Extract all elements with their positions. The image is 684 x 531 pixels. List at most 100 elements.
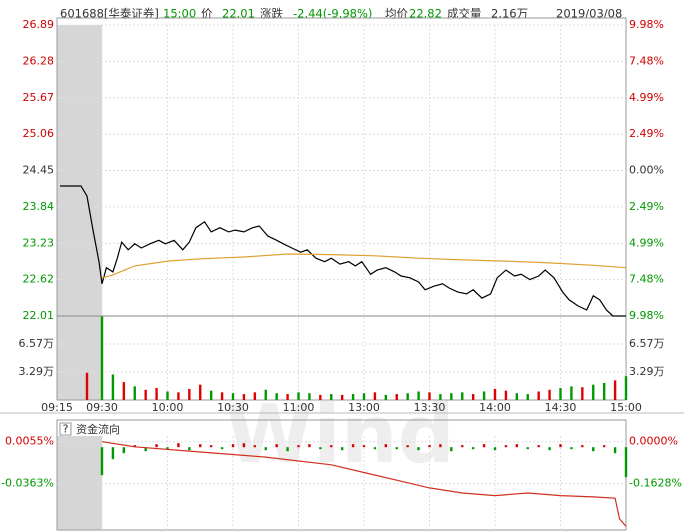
volume-bar — [330, 394, 333, 400]
volume-bar — [144, 389, 147, 400]
y-tick-label: 0.0055% — [5, 435, 54, 448]
flow-bar — [253, 445, 257, 448]
volume-bar — [602, 382, 606, 400]
flow-bar — [155, 444, 158, 448]
flow-bar — [373, 447, 377, 450]
volume-bar — [559, 388, 562, 400]
y-tick-label: -0.0363% — [1, 476, 54, 489]
y-tick-label: 26.28 — [23, 54, 55, 67]
volume-bar — [264, 389, 267, 400]
y2-tick-label: 7.48% — [629, 273, 664, 286]
volume-bar — [526, 394, 529, 400]
volume-bar — [199, 384, 202, 400]
volume-bar — [373, 392, 377, 400]
y-tick-label: 25.67 — [23, 91, 55, 104]
volume-bar — [319, 394, 322, 400]
volume-bar — [384, 394, 388, 400]
volume-bar — [85, 372, 89, 400]
x-tick-label: 10:00 — [152, 401, 184, 414]
header: 601688[华泰证券] 15:00 价 22.01 涨跌 -2.44(-9.9… — [60, 7, 622, 21]
volume-bar — [439, 394, 442, 400]
volume-bar — [581, 387, 584, 400]
y2-tick-label: 6.57万 — [629, 337, 665, 350]
avg: 22.82 — [409, 7, 442, 21]
volume-bar — [362, 393, 366, 400]
flow-bar — [602, 445, 606, 448]
y-tick-label: 22.01 — [23, 309, 55, 322]
volume-bar — [177, 392, 180, 400]
change: -2.44(-9.98%) — [293, 7, 372, 21]
flow-bar — [570, 447, 573, 450]
y-tick-label: 22.62 — [23, 273, 55, 286]
price-label: 价 — [201, 7, 213, 21]
flow-bar — [177, 443, 180, 448]
price: 22.01 — [222, 7, 255, 21]
volume-bar — [122, 382, 126, 400]
flow-bar — [111, 447, 115, 460]
volume-bar — [220, 392, 224, 400]
flow-bar — [220, 447, 224, 450]
x-tick-label: 10:30 — [217, 401, 249, 414]
volume-bar — [209, 390, 213, 400]
flow-bar — [450, 447, 453, 452]
panel-title: 资金流向 — [76, 422, 120, 436]
y2-tick-label: 2.49% — [629, 127, 664, 140]
volume-bar — [537, 391, 540, 400]
x-tick-label: 13:30 — [414, 401, 446, 414]
avg-label: 均价 — [385, 7, 408, 21]
flow-bar — [362, 445, 366, 448]
volume-bar — [395, 394, 398, 400]
volume-bar — [253, 392, 257, 400]
flow-bar — [395, 447, 398, 450]
flow-bar — [515, 444, 519, 448]
volume-bar — [100, 316, 104, 400]
flow-line — [101, 441, 627, 527]
flow-bar — [559, 444, 562, 448]
volume-bar — [493, 388, 497, 400]
volume-bar — [111, 374, 115, 400]
flow-bar — [406, 445, 409, 448]
y-tick-label: 23.84 — [23, 200, 55, 213]
volume-bar — [340, 394, 344, 400]
volume-bar — [624, 376, 628, 400]
volume-bar — [482, 391, 486, 400]
flow-bar — [330, 445, 333, 448]
volume-bar — [548, 389, 551, 400]
time: 15:00 — [163, 7, 196, 21]
volume-bar — [286, 394, 289, 400]
watermark: Wind — [225, 388, 455, 481]
y2-tick-label: 2.49% — [629, 200, 664, 213]
help-text[interactable]: ? — [63, 423, 69, 436]
flow-bar — [493, 447, 497, 451]
price-line — [60, 185, 626, 317]
x-tick-label: 13:00 — [348, 401, 380, 414]
stock-code: 601688[华泰证券] — [60, 7, 159, 21]
flow-bar — [504, 445, 508, 448]
flow-bar — [592, 447, 595, 452]
flow-bar — [286, 447, 289, 452]
flow-bar — [319, 447, 322, 450]
y2-tick-label: 4.99% — [629, 91, 664, 104]
flow-bar — [264, 447, 267, 451]
y2-tick-label: 0.0000% — [629, 435, 678, 448]
volume-bar — [297, 392, 300, 400]
flow-bar — [308, 444, 311, 448]
flow-bar — [242, 443, 246, 448]
x-tick-label: 15:00 — [610, 401, 642, 414]
price-line — [101, 253, 627, 279]
flow-bar — [581, 445, 584, 448]
y2-tick-label: 4.99% — [629, 236, 664, 249]
volume-bar — [155, 388, 158, 400]
flow-bar — [340, 447, 344, 451]
volume-bar — [592, 384, 595, 400]
volume-bar — [417, 391, 420, 400]
flow-bar — [471, 447, 475, 450]
y-tick-label: 3.29万 — [19, 365, 55, 378]
flow-bar — [417, 447, 420, 451]
volume-bar — [428, 392, 431, 400]
y2-tick-label: -0.1628% — [629, 476, 682, 489]
y-tick-label: 24.45 — [23, 164, 55, 177]
flow-bar — [384, 444, 388, 448]
volume-bar — [231, 393, 235, 400]
help-icon[interactable] — [59, 422, 72, 436]
